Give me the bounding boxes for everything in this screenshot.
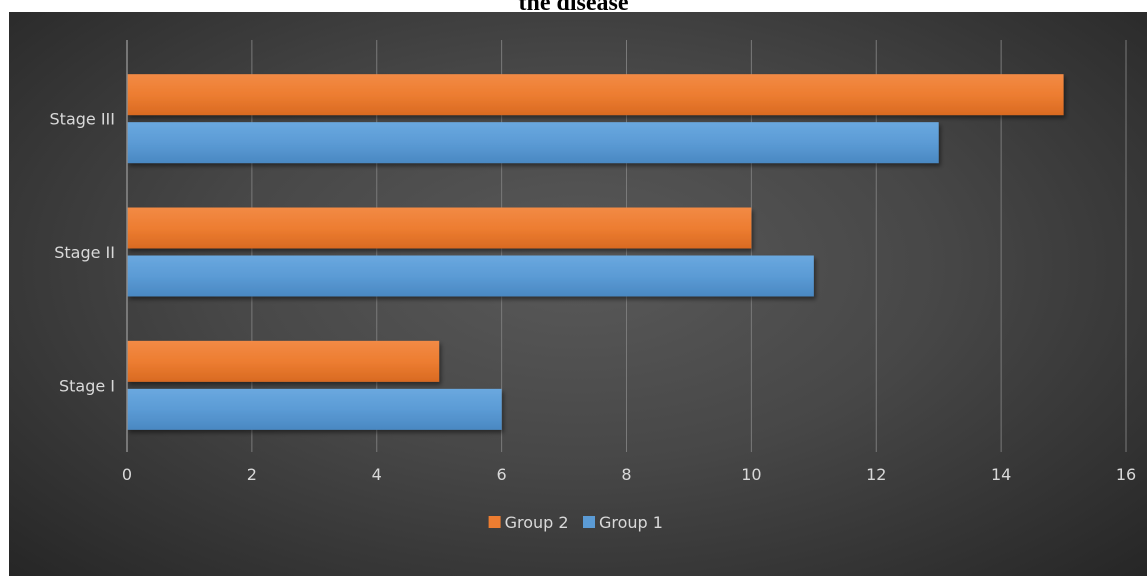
bar-group-1-stage-i bbox=[127, 388, 502, 430]
x-tick-label: 6 bbox=[497, 465, 507, 484]
legend-swatch-group-1 bbox=[583, 516, 595, 528]
legend: Group 2 Group 1 bbox=[488, 513, 663, 532]
bar-group-1-stage-ii bbox=[127, 255, 814, 297]
category-label: Stage II bbox=[54, 243, 115, 262]
x-tick-label: 2 bbox=[247, 465, 257, 484]
chart-area: Stage I Stage II Stage III 0 2 4 6 8 10 12 14 16 Gr… bbox=[9, 12, 1147, 576]
x-tick-label: 4 bbox=[372, 465, 382, 484]
category-label: Stage I bbox=[59, 376, 115, 395]
bar-group-2-stage-iii bbox=[127, 74, 1064, 116]
category-label: Stage III bbox=[50, 110, 115, 129]
x-tick-label: 0 bbox=[122, 465, 132, 484]
bar-group-2-stage-ii bbox=[127, 207, 752, 249]
x-tick-label: 12 bbox=[866, 465, 886, 484]
bar-chart: Stage I Stage II Stage III 0 2 4 6 8 10 12 14 16 Gr… bbox=[50, 40, 1136, 532]
legend-swatch-group-2 bbox=[488, 516, 501, 528]
axes: Stage I Stage II Stage III 0 2 4 6 8 10 12 14 16 bbox=[50, 40, 1136, 484]
legend-label-group-2: Group 2 bbox=[505, 513, 569, 532]
x-tick-label: 16 bbox=[1116, 465, 1136, 484]
x-tick-label: 10 bbox=[741, 465, 761, 484]
bars bbox=[127, 74, 1064, 430]
bar-group-2-stage-i bbox=[127, 340, 440, 382]
bar-group-1-stage-iii bbox=[127, 122, 939, 164]
x-tick-label: 14 bbox=[991, 465, 1011, 484]
x-tick-label: 8 bbox=[621, 465, 631, 484]
legend-label-group-1: Group 1 bbox=[599, 513, 663, 532]
